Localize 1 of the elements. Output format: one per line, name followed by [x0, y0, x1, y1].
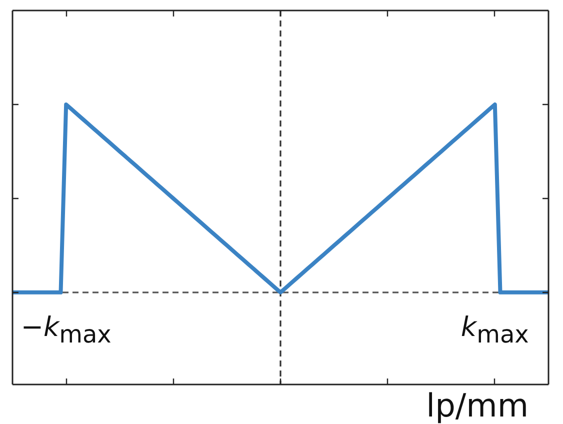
- x-axis-title: lp/mm: [426, 386, 528, 424]
